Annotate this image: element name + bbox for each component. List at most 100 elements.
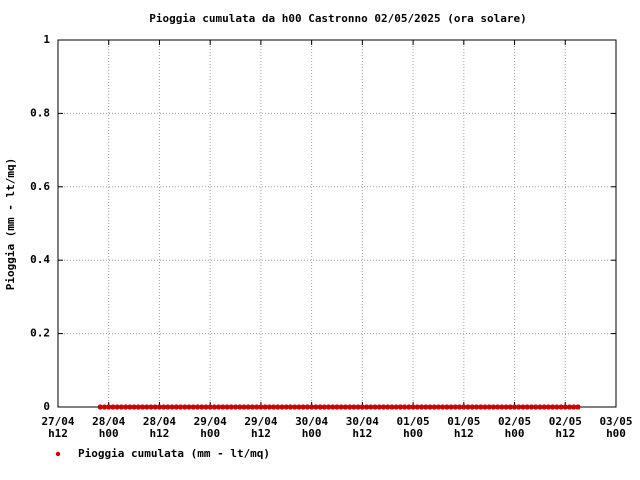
x-tick-label: 30/04 [295, 415, 328, 428]
x-tick-label: h12 [352, 427, 372, 440]
point [224, 404, 230, 410]
point [571, 404, 577, 410]
x-tick-label: 02/05 [498, 415, 531, 428]
x-tick-label: h12 [251, 427, 271, 440]
point [516, 404, 522, 410]
point [431, 404, 437, 410]
point [380, 404, 387, 410]
point [101, 404, 108, 410]
point [482, 404, 488, 410]
y-tick-label: 0 [43, 400, 50, 413]
point [389, 404, 395, 410]
point [406, 404, 412, 410]
point [283, 404, 289, 410]
point [173, 404, 179, 410]
point [537, 404, 543, 410]
point [110, 404, 116, 410]
legend-label: Pioggia cumulata (mm - lt/mq) [78, 447, 270, 460]
point [338, 404, 344, 410]
point [228, 404, 234, 410]
point [165, 404, 171, 410]
x-tick-label: 01/05 [397, 415, 430, 428]
point [342, 404, 349, 410]
point [334, 404, 340, 410]
x-tick-label: 03/05 [599, 415, 632, 428]
point [486, 404, 492, 410]
x-tick-label: 28/04 [92, 415, 125, 428]
point [207, 404, 213, 410]
point [182, 404, 188, 410]
point [275, 404, 281, 410]
x-tick-label: h12 [150, 427, 170, 440]
point [249, 404, 256, 410]
point [528, 404, 535, 410]
point [262, 404, 268, 410]
point [461, 404, 467, 410]
x-tick-label: 27/04 [41, 415, 74, 428]
x-tick-label: 01/05 [447, 415, 480, 428]
point [169, 404, 175, 410]
x-tick-label: h00 [200, 427, 220, 440]
point [118, 404, 125, 410]
point [258, 404, 264, 410]
point [321, 404, 327, 410]
point [199, 404, 205, 410]
point [186, 404, 192, 410]
x-tick-label: 29/04 [194, 415, 227, 428]
point [575, 404, 581, 410]
point [161, 404, 167, 410]
point [478, 404, 484, 410]
point [414, 404, 420, 410]
point [372, 404, 378, 410]
point [541, 404, 547, 410]
point [376, 404, 382, 410]
point [131, 404, 137, 410]
y-tick-label: 1 [43, 33, 50, 46]
point [287, 404, 294, 410]
point [245, 404, 251, 410]
point [270, 404, 277, 410]
point [444, 404, 450, 410]
point [300, 404, 306, 410]
point [562, 404, 568, 410]
x-tick-label: h00 [302, 427, 322, 440]
point [279, 404, 285, 410]
point [296, 404, 302, 410]
point [418, 404, 425, 410]
point [452, 404, 458, 410]
point [292, 404, 298, 410]
point [554, 404, 560, 410]
point [211, 404, 218, 410]
point [203, 404, 209, 410]
point [144, 404, 150, 410]
point [317, 404, 323, 410]
point [520, 404, 526, 410]
point [499, 404, 505, 410]
x-tick-label: 28/04 [143, 415, 176, 428]
point [177, 404, 184, 410]
point [427, 404, 433, 410]
legend-marker [55, 451, 61, 457]
point [448, 404, 454, 410]
point [359, 404, 365, 410]
x-tick-label: h00 [606, 427, 626, 440]
point [152, 404, 158, 410]
point [558, 404, 564, 410]
point [106, 404, 112, 410]
point [363, 404, 370, 410]
x-tick-label: 29/04 [244, 415, 277, 428]
point [490, 404, 497, 410]
x-tick-label: h12 [48, 427, 68, 440]
y-tick-label: 0.6 [30, 180, 50, 193]
point [385, 404, 391, 410]
y-tick-label: 0.2 [30, 327, 50, 340]
x-tick-label: h00 [403, 427, 423, 440]
point [549, 404, 556, 410]
point [410, 404, 416, 410]
point [237, 404, 243, 410]
point [423, 404, 429, 410]
point [524, 404, 530, 410]
point [495, 404, 501, 410]
point [135, 404, 141, 410]
